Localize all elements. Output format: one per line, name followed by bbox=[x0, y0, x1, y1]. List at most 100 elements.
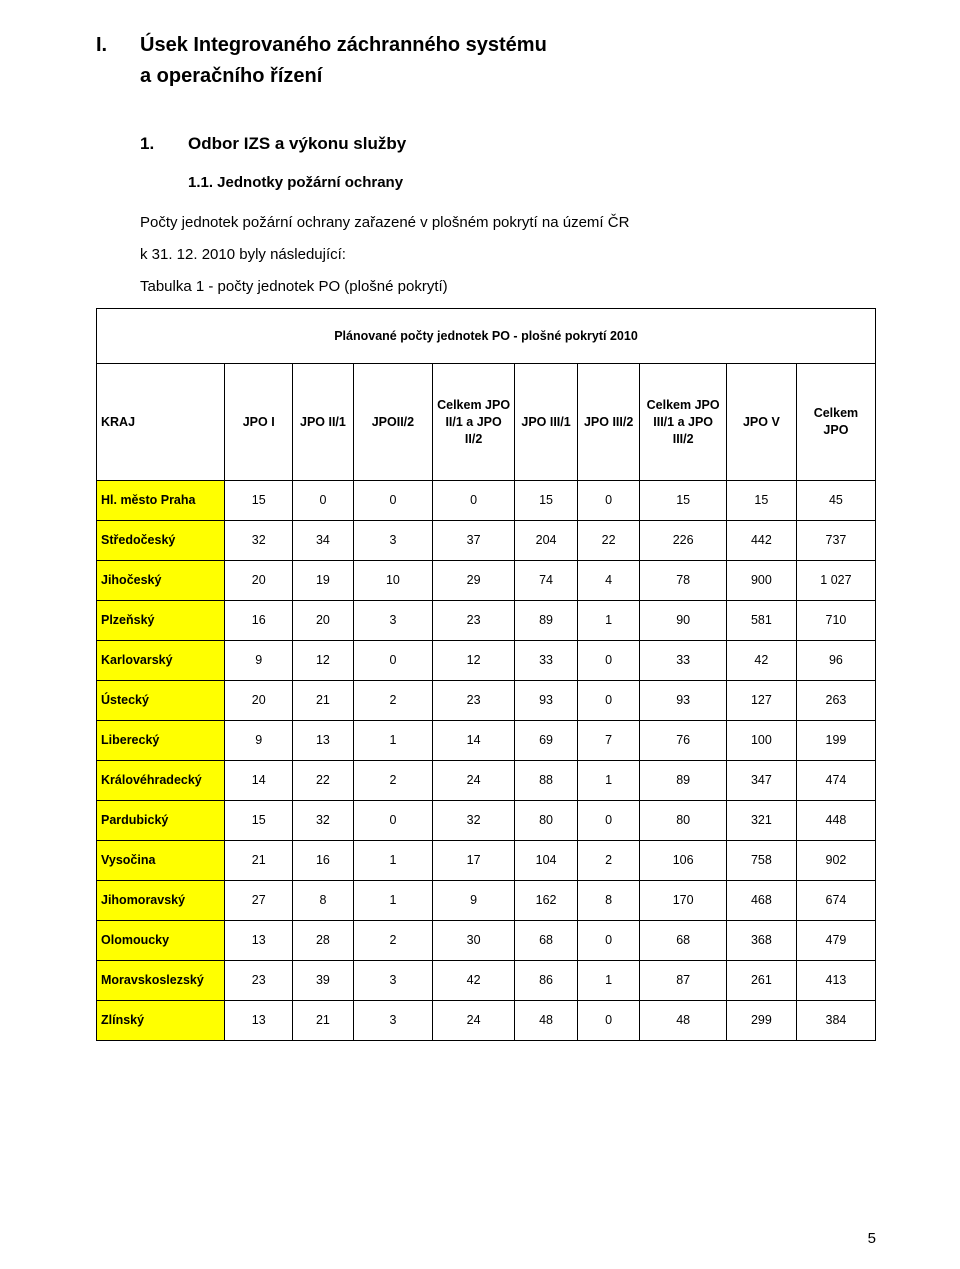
value-cell: 758 bbox=[726, 841, 796, 881]
kraj-cell: Vysočina bbox=[97, 841, 225, 881]
kraj-cell: Moravskoslezský bbox=[97, 961, 225, 1001]
col-jpo-ii1: JPO II/1 bbox=[292, 364, 353, 481]
value-cell: 0 bbox=[353, 801, 432, 841]
value-cell: 78 bbox=[640, 561, 726, 601]
value-cell: 48 bbox=[515, 1001, 578, 1041]
heading-2-num: 1. bbox=[140, 134, 188, 154]
value-cell: 674 bbox=[796, 881, 875, 921]
value-cell: 321 bbox=[726, 801, 796, 841]
value-cell: 19 bbox=[292, 561, 353, 601]
value-cell: 12 bbox=[432, 641, 514, 681]
value-cell: 9 bbox=[432, 881, 514, 921]
value-cell: 27 bbox=[225, 881, 293, 921]
value-cell: 3 bbox=[353, 521, 432, 561]
value-cell: 24 bbox=[432, 1001, 514, 1041]
value-cell: 448 bbox=[796, 801, 875, 841]
value-cell: 3 bbox=[353, 961, 432, 1001]
value-cell: 22 bbox=[292, 761, 353, 801]
col-celkem-iii: Celkem JPO III/1 a JPO III/2 bbox=[640, 364, 726, 481]
value-cell: 21 bbox=[292, 681, 353, 721]
value-cell: 22 bbox=[577, 521, 640, 561]
value-cell: 0 bbox=[577, 681, 640, 721]
value-cell: 8 bbox=[292, 881, 353, 921]
value-cell: 23 bbox=[432, 601, 514, 641]
value-cell: 13 bbox=[225, 1001, 293, 1041]
value-cell: 32 bbox=[432, 801, 514, 841]
value-cell: 199 bbox=[796, 721, 875, 761]
value-cell: 9 bbox=[225, 721, 293, 761]
value-cell: 39 bbox=[292, 961, 353, 1001]
value-cell: 24 bbox=[432, 761, 514, 801]
heading-3: 1.1. Jednotky požární ochrany bbox=[188, 174, 876, 191]
col-jpo-iii1: JPO III/1 bbox=[515, 364, 578, 481]
table-row: Vysočina21161171042106758902 bbox=[97, 841, 876, 881]
value-cell: 15 bbox=[515, 481, 578, 521]
value-cell: 299 bbox=[726, 1001, 796, 1041]
kraj-cell: Jihomoravský bbox=[97, 881, 225, 921]
table-banner: Plánované počty jednotek PO - plošné pok… bbox=[97, 309, 876, 364]
value-cell: 900 bbox=[726, 561, 796, 601]
table-row: Středočeský323433720422226442737 bbox=[97, 521, 876, 561]
value-cell: 226 bbox=[640, 521, 726, 561]
page-number: 5 bbox=[868, 1230, 876, 1247]
value-cell: 479 bbox=[796, 921, 875, 961]
col-jpo-iii2: JPO III/2 bbox=[577, 364, 640, 481]
value-cell: 2 bbox=[577, 841, 640, 881]
value-cell: 100 bbox=[726, 721, 796, 761]
value-cell: 96 bbox=[796, 641, 875, 681]
value-cell: 127 bbox=[726, 681, 796, 721]
value-cell: 468 bbox=[726, 881, 796, 921]
value-cell: 442 bbox=[726, 521, 796, 561]
value-cell: 9 bbox=[225, 641, 293, 681]
kraj-cell: Jihočeský bbox=[97, 561, 225, 601]
value-cell: 413 bbox=[796, 961, 875, 1001]
value-cell: 15 bbox=[726, 481, 796, 521]
value-cell: 28 bbox=[292, 921, 353, 961]
kraj-cell: Pardubický bbox=[97, 801, 225, 841]
table-row: Plzeňský162032389190581710 bbox=[97, 601, 876, 641]
page: I. Úsek Integrovaného záchranného systém… bbox=[0, 0, 960, 1269]
value-cell: 1 bbox=[353, 881, 432, 921]
value-cell: 17 bbox=[432, 841, 514, 881]
value-cell: 261 bbox=[726, 961, 796, 1001]
value-cell: 4 bbox=[577, 561, 640, 601]
value-cell: 21 bbox=[292, 1001, 353, 1041]
value-cell: 34 bbox=[292, 521, 353, 561]
value-cell: 0 bbox=[577, 921, 640, 961]
value-cell: 13 bbox=[292, 721, 353, 761]
value-cell: 1 bbox=[577, 961, 640, 1001]
table-body: Hl. město Praha15000150151545Středočeský… bbox=[97, 481, 876, 1041]
paragraph-1: Počty jednotek požární ochrany zařazené … bbox=[140, 209, 876, 237]
col-celkem-ii: Celkem JPO II/1 a JPO II/2 bbox=[432, 364, 514, 481]
value-cell: 93 bbox=[640, 681, 726, 721]
col-celkem-jpo: Celkem JPO bbox=[796, 364, 875, 481]
value-cell: 1 027 bbox=[796, 561, 875, 601]
value-cell: 0 bbox=[577, 801, 640, 841]
value-cell: 10 bbox=[353, 561, 432, 601]
value-cell: 8 bbox=[577, 881, 640, 921]
table-row: Hl. město Praha15000150151545 bbox=[97, 481, 876, 521]
value-cell: 32 bbox=[225, 521, 293, 561]
table-row: Zlínský132132448048299384 bbox=[97, 1001, 876, 1041]
value-cell: 15 bbox=[640, 481, 726, 521]
kraj-cell: Plzeňský bbox=[97, 601, 225, 641]
value-cell: 23 bbox=[432, 681, 514, 721]
value-cell: 14 bbox=[432, 721, 514, 761]
value-cell: 16 bbox=[225, 601, 293, 641]
value-cell: 80 bbox=[515, 801, 578, 841]
value-cell: 474 bbox=[796, 761, 875, 801]
value-cell: 2 bbox=[353, 761, 432, 801]
kraj-cell: Olomoucky bbox=[97, 921, 225, 961]
value-cell: 170 bbox=[640, 881, 726, 921]
value-cell: 0 bbox=[292, 481, 353, 521]
value-cell: 90 bbox=[640, 601, 726, 641]
kraj-cell: Ústecký bbox=[97, 681, 225, 721]
value-cell: 68 bbox=[640, 921, 726, 961]
kraj-cell: Středočeský bbox=[97, 521, 225, 561]
value-cell: 162 bbox=[515, 881, 578, 921]
value-cell: 80 bbox=[640, 801, 726, 841]
value-cell: 2 bbox=[353, 921, 432, 961]
value-cell: 106 bbox=[640, 841, 726, 881]
table-row: Jihomoravský278191628170468674 bbox=[97, 881, 876, 921]
value-cell: 48 bbox=[640, 1001, 726, 1041]
